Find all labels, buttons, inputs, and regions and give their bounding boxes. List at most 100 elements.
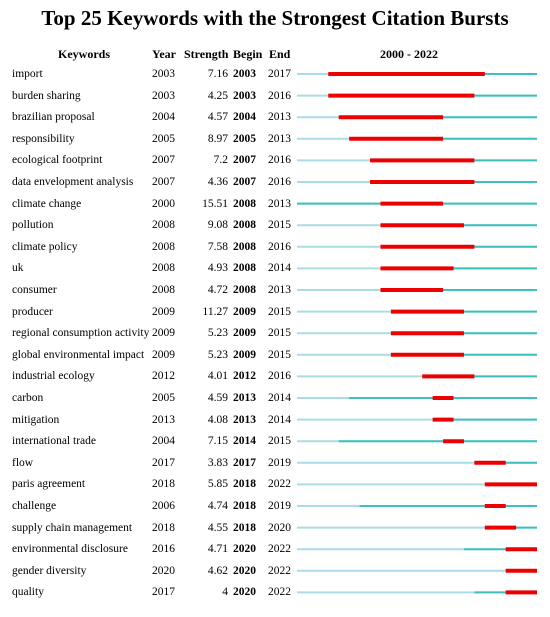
keyword-cell: brazilian proposal [12,111,95,124]
begin-cell: 2009 [233,327,256,340]
strength-cell: 4.93 [207,262,228,275]
table-row: pollution 2008 9.08 2008 2015 [0,215,550,235]
strength-cell: 4.71 [207,543,228,556]
strength-cell: 4.57 [207,111,228,124]
strength-cell: 4.55 [207,521,228,534]
keyword-cell: paris agreement [12,478,86,491]
strength-cell: 3.83 [207,456,228,469]
table-row: supply chain management 2018 4.55 2018 2020 [0,518,550,538]
begin-cell: 2009 [233,305,256,318]
year-cell: 2017 [152,456,175,469]
keyword-cell: mitigation [12,413,60,426]
keyword-cell: international trade [12,435,96,448]
begin-cell: 2005 [233,132,256,145]
year-cell: 2008 [152,240,175,253]
strength-cell: 7.16 [207,68,228,80]
year-cell: 2020 [152,564,175,577]
year-cell: 2016 [152,543,175,556]
end-cell: 2014 [268,262,291,275]
end-cell: 2016 [268,370,291,383]
table-row: uk 2008 4.93 2008 2014 [0,258,550,278]
keyword-cell: import [12,68,43,80]
end-cell: 2015 [268,219,291,232]
begin-cell: 2014 [233,435,256,448]
begin-cell: 2018 [233,478,256,491]
keyword-cell: regional consumption activity [12,327,150,340]
table-row: producer 2009 11.27 2009 2015 [0,302,550,322]
keyword-cell: climate change [12,197,82,210]
table-row: data envelopment analysis 2007 4.36 2007 201… [0,172,550,192]
table-row: mitigation 2013 4.08 2013 2014 [0,410,550,430]
keyword-cell: data envelopment analysis [12,176,134,188]
strength-cell: 4.59 [207,392,228,404]
strength-cell: 4 [222,586,228,599]
strength-cell: 5.23 [207,348,228,361]
end-cell: 2016 [268,176,291,188]
table-row: environmental disclosure 2016 4.71 2020 2022 [0,539,550,559]
begin-cell: 2008 [233,262,256,275]
end-cell: 2013 [268,197,291,210]
header-end: End [269,47,291,61]
year-cell: 2003 [152,68,175,80]
header-keywords: Keywords [58,47,110,61]
strength-cell: 4.36 [207,176,228,188]
strength-cell: 15.51 [202,197,228,210]
table-row: flow 2017 3.83 2017 2019 [0,453,550,473]
year-cell: 2018 [152,521,175,534]
begin-cell: 2007 [233,154,256,167]
table-row: global environmental impact 2009 5.23 2009 2… [0,345,550,365]
keyword-cell: flow [12,456,34,469]
keyword-cell: quality [12,586,44,599]
end-cell: 2022 [268,543,291,556]
year-cell: 2005 [152,132,175,145]
table-row: carbon 2005 4.59 2013 2014 [0,388,550,408]
table-row: gender diversity 2020 4.62 2020 2022 [0,561,550,581]
begin-cell: 2020 [233,543,256,556]
end-cell: 2016 [268,240,291,253]
strength-cell: 9.08 [207,219,228,232]
strength-cell: 4.08 [207,413,228,426]
keyword-cell: burden sharing [12,89,81,102]
end-cell: 2017 [268,68,291,80]
begin-cell: 2008 [233,219,256,232]
year-cell: 2007 [152,176,175,188]
end-cell: 2014 [268,392,291,404]
keyword-cell: producer [12,305,53,318]
header-year: Year [152,47,176,61]
strength-cell: 5.85 [207,478,228,491]
year-cell: 2008 [152,284,175,296]
begin-cell: 2008 [233,240,256,253]
strength-cell: 4.74 [207,500,228,512]
begin-cell: 2017 [233,456,256,469]
table-row: climate change 2000 15.51 2008 2013 [0,194,550,214]
begin-cell: 2008 [233,284,256,296]
year-cell: 2005 [152,392,175,404]
end-cell: 2019 [268,500,291,512]
year-cell: 2008 [152,262,175,275]
end-cell: 2013 [268,132,291,145]
year-cell: 2017 [152,586,175,599]
begin-cell: 2003 [233,68,256,80]
table-row: industrial ecology 2012 4.01 2012 2016 [0,366,550,386]
begin-cell: 2007 [233,176,256,188]
table-row: brazilian proposal 2004 4.57 2004 2013 [0,107,550,127]
table-row: burden sharing 2003 4.25 2003 2016 [0,86,550,106]
keyword-cell: ecological footprint [12,154,103,167]
strength-cell: 7.58 [207,240,228,253]
table-row: regional consumption activity 2009 5.23 200… [0,323,550,343]
end-cell: 2019 [268,456,291,469]
header-strength: Strength [184,47,229,61]
end-cell: 2022 [268,586,291,599]
strength-cell: 7.15 [207,435,228,448]
end-cell: 2015 [268,327,291,340]
year-cell: 2013 [152,413,175,426]
table-row: paris agreement 2018 5.85 2018 2022 [0,474,550,494]
end-cell: 2022 [268,564,291,577]
begin-cell: 2003 [233,89,256,102]
begin-cell: 2018 [233,521,256,534]
strength-cell: 4.72 [207,284,228,296]
begin-cell: 2008 [233,197,256,210]
begin-cell: 2020 [233,586,256,599]
